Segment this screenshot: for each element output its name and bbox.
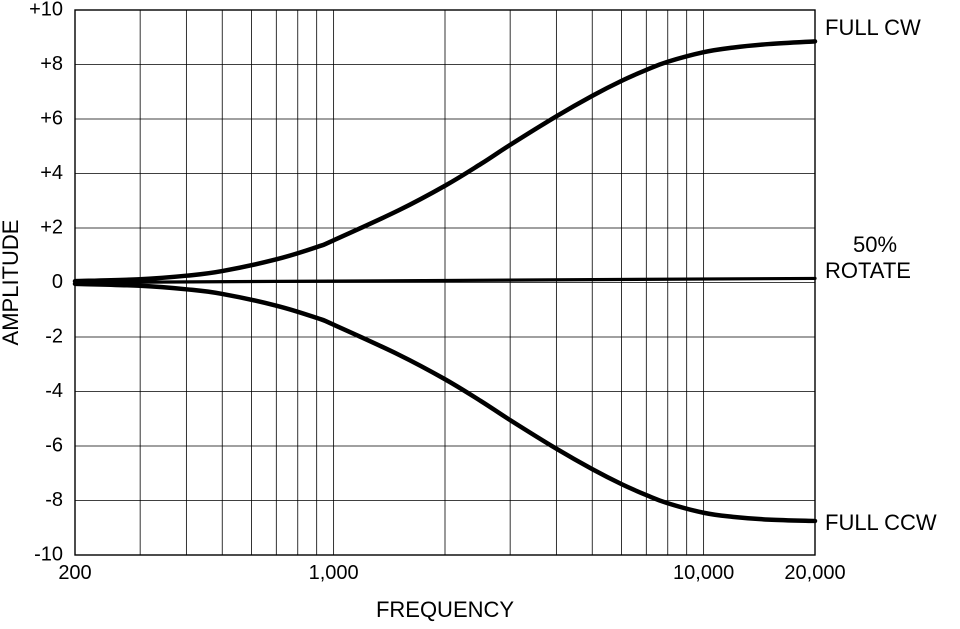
y-tick-label: 0 [52, 271, 63, 293]
x-tick-label: 20,000 [784, 562, 845, 584]
series-label-full_cw: FULL CW [825, 15, 921, 40]
series-label-rotate_50-1: 50% [853, 232, 897, 257]
y-tick-label: -6 [45, 434, 63, 456]
series-label-rotate_50-2: ROTATE [825, 258, 911, 283]
chart-svg: -10-8-6-4-20+2+4+6+8+102001,00010,00020,… [0, 0, 960, 629]
y-tick-label: +8 [40, 53, 63, 75]
y-tick-label: +2 [40, 216, 63, 238]
x-axis-label: FREQUENCY [376, 597, 514, 622]
series-label-full_ccw: FULL CCW [825, 510, 937, 535]
y-tick-label: -2 [45, 325, 63, 347]
x-tick-label: 200 [58, 562, 91, 584]
x-tick-label: 10,000 [673, 562, 734, 584]
y-tick-label: -8 [45, 489, 63, 511]
y-tick-label: +4 [40, 162, 63, 184]
x-tick-label: 1,000 [309, 562, 359, 584]
y-tick-label: -4 [45, 380, 63, 402]
frequency-amplitude-chart: -10-8-6-4-20+2+4+6+8+102001,00010,00020,… [0, 0, 960, 629]
y-tick-label: +6 [40, 107, 63, 129]
y-axis-label: AMPLITUDE [0, 220, 23, 346]
y-tick-label: +10 [29, 0, 63, 20]
